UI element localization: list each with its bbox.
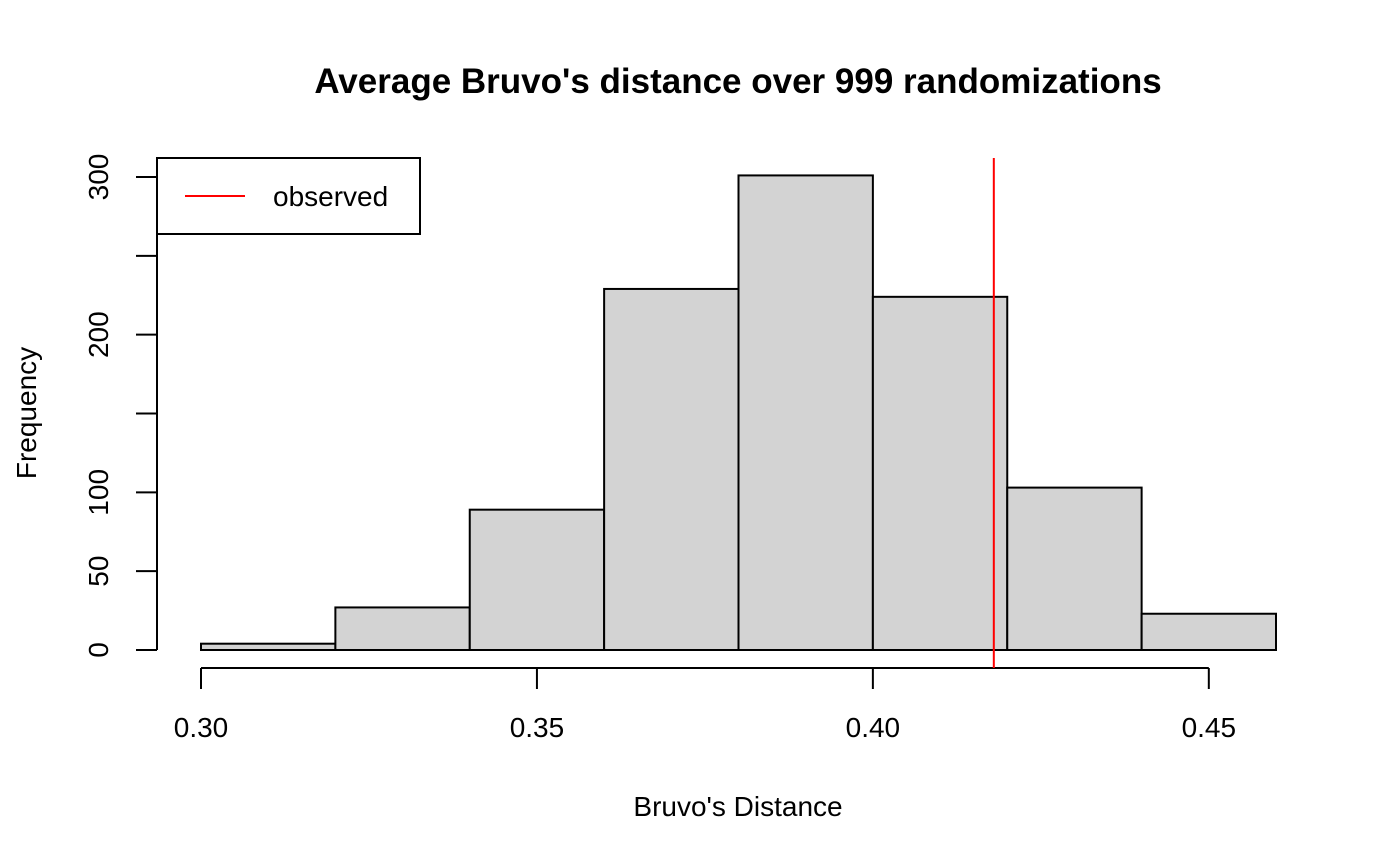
x-tick-label-1: 0.35 [510, 712, 565, 743]
x-tick-label-0: 0.30 [174, 712, 229, 743]
histogram-bar-1 [200, 642, 337, 652]
y-tick-label-1: 50 [83, 556, 114, 587]
legend: observed [156, 157, 421, 235]
histogram-bar-4 [603, 287, 740, 651]
histogram-bar-7 [1006, 486, 1143, 651]
y-tick-label-4: 200 [83, 311, 114, 358]
x-tick-label-2: 0.40 [846, 712, 901, 743]
legend-label-observed: observed [273, 181, 388, 212]
y-tick-label-6: 300 [83, 154, 114, 201]
chart-title: Average Bruvo's distance over 999 random… [314, 62, 1161, 101]
x-axis-label: Bruvo's Distance [633, 791, 842, 822]
histogram-bar-6 [871, 295, 1009, 651]
histogram-bar-3 [468, 508, 606, 651]
x-axis: 0.30 0.35 0.40 0.45 [174, 667, 1237, 743]
x-tick-label-3: 0.45 [1182, 712, 1237, 743]
histogram-bar-2 [334, 606, 471, 651]
y-tick-label-0: 0 [83, 642, 114, 658]
y-axis-label: Frequency [11, 347, 42, 479]
y-axis: 0 50 100 200 300 [83, 154, 158, 658]
histogram-bar-8 [1140, 612, 1277, 652]
histogram-bars [200, 174, 1277, 652]
y-tick-label-2: 100 [83, 469, 114, 516]
histogram-bar-5 [737, 174, 874, 651]
